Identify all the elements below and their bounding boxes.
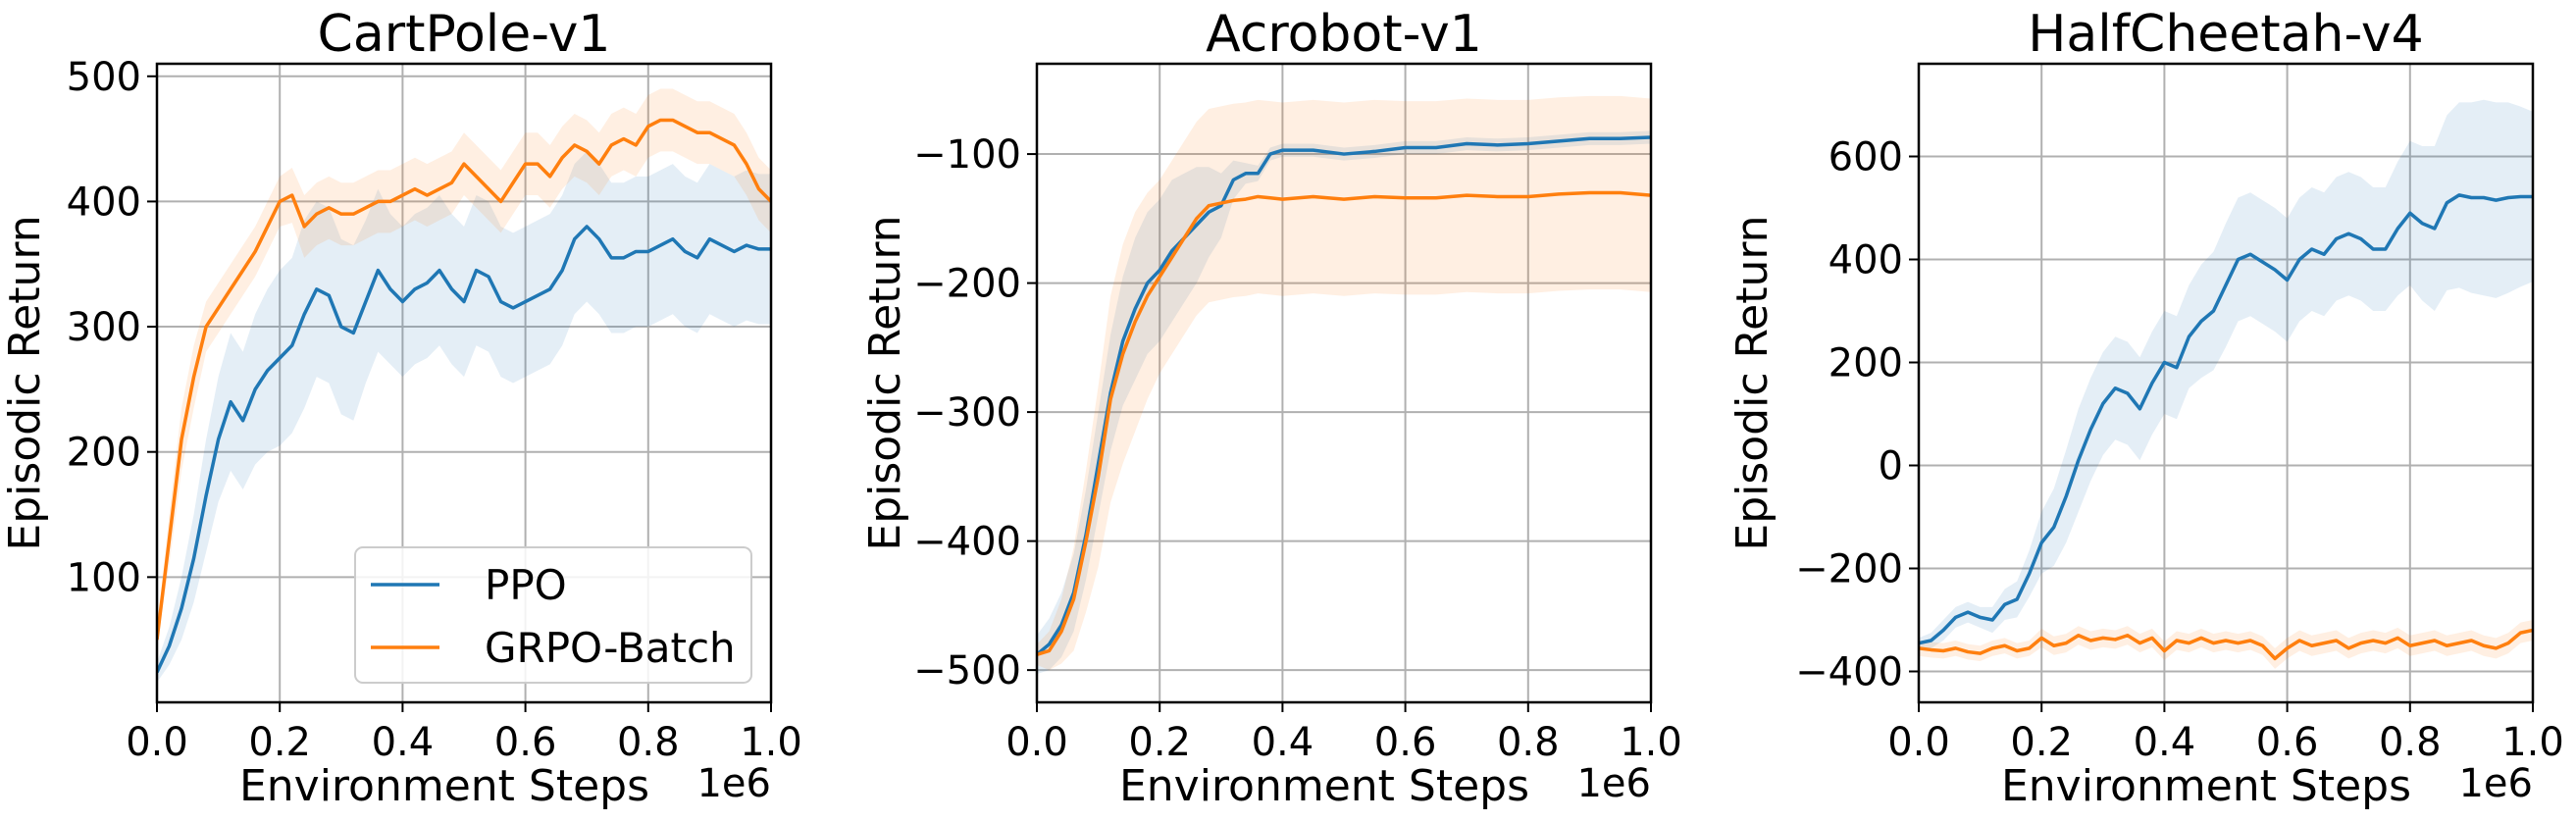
chart-title: HalfCheetah-v4 (2028, 5, 2423, 64)
y-tick-label: 100 (67, 555, 141, 600)
x-tick-label: 1.0 (1620, 720, 1682, 765)
x-tick-label: 0.2 (2010, 720, 2073, 765)
x-axis-multiplier: 1e6 (1576, 761, 1651, 806)
x-tick-label: 0.2 (248, 720, 311, 765)
y-tick-label: −200 (1795, 547, 1903, 592)
chart-title: Acrobot-v1 (1206, 5, 1482, 64)
band-ppo (1037, 130, 1651, 675)
plot-area (1919, 99, 2533, 669)
y-tick-label: −400 (1795, 650, 1903, 695)
y-tick-label: −500 (913, 648, 1021, 694)
series-line-grpo-batch (157, 118, 771, 641)
series-line-grpo-batch (1037, 190, 1651, 657)
x-tick-label: 1.0 (740, 720, 802, 765)
y-axis-label: Episodic Return (1727, 215, 1777, 550)
y-tick-label: 400 (1829, 238, 1903, 283)
chart-panel-0: 0.0 0.2 0.4 0.6 0.8 1.0 100 200 300 400 500 CartPol… (0, 5, 802, 811)
series-line-grpo-batch (1919, 628, 2533, 661)
plot-area (157, 88, 771, 683)
x-axis-multiplier: 1e6 (2458, 761, 2533, 806)
chart-panel-2: 0.0 0.2 0.4 0.6 0.8 1.0 −400 −200 0 200 400 600 Half… (1727, 5, 2564, 811)
y-axis-label: Episodic Return (860, 215, 910, 550)
band-ppo (157, 151, 771, 683)
x-tick-label: 0.6 (494, 720, 557, 765)
x-tick-label: 0.0 (126, 720, 188, 765)
x-tick-label: 0.8 (1497, 720, 1560, 765)
band-grpo-batch (157, 88, 771, 646)
band-grpo-batch (1037, 95, 1651, 671)
x-tick-label: 0.6 (2256, 720, 2319, 765)
y-tick-label: 600 (1829, 135, 1903, 180)
chart-title: CartPole-v1 (318, 5, 611, 64)
x-tick-label: 0.0 (1887, 720, 1950, 765)
band-ppo (1919, 99, 2533, 648)
plot-area (1037, 95, 1651, 675)
chart-panel-1: 0.0 0.2 0.4 0.6 0.8 1.0 −500 −400 −300 −200 −100 Ac… (860, 5, 1682, 811)
x-axis-label: Environment Steps (1119, 761, 1529, 811)
axes-frame (1917, 62, 2535, 704)
y-tick-label: −100 (913, 132, 1021, 178)
legend-box (354, 546, 752, 684)
y-tick-label: 200 (1829, 341, 1903, 386)
legend: PPO GRPO-Batch (354, 546, 752, 684)
axes-frame (1035, 62, 1653, 704)
y-tick-label: 500 (67, 55, 141, 100)
x-axis-label: Environment Steps (239, 761, 649, 811)
y-tick-label: 400 (67, 180, 141, 225)
x-tick-label: 0.4 (372, 720, 435, 765)
y-tick-label: 0 (1879, 444, 1903, 489)
band-grpo-batch (1919, 620, 2533, 669)
legend-label: GRPO-Batch (485, 624, 736, 672)
x-tick-label: 1.0 (2501, 720, 2564, 765)
x-tick-label: 0.8 (2379, 720, 2442, 765)
series-line-ppo (1919, 193, 2533, 645)
y-tick-label: 300 (67, 305, 141, 350)
y-tick-label: −200 (913, 262, 1021, 307)
x-tick-label: 0.2 (1128, 720, 1191, 765)
series-line-ppo (157, 225, 771, 674)
y-tick-label: −300 (913, 390, 1021, 436)
x-tick-label: 0.6 (1374, 720, 1437, 765)
x-tick-label: 0.4 (2134, 720, 2196, 765)
x-axis-multiplier: 1e6 (696, 761, 771, 806)
x-tick-label: 0.0 (1005, 720, 1068, 765)
y-tick-label: −400 (913, 520, 1021, 565)
y-axis-label: Episodic Return (0, 215, 50, 550)
x-tick-label: 0.4 (1252, 720, 1314, 765)
axes-frame (155, 62, 773, 704)
y-tick-label: 200 (67, 431, 141, 476)
x-tick-label: 0.8 (617, 720, 680, 765)
legend-label: PPO (485, 561, 567, 609)
x-axis-label: Environment Steps (2001, 761, 2411, 811)
